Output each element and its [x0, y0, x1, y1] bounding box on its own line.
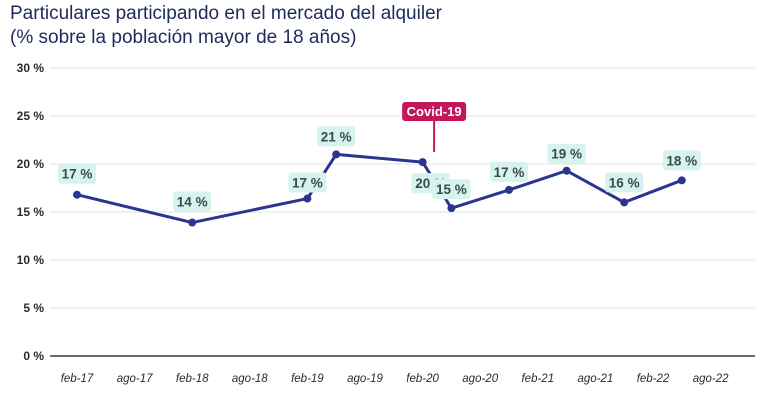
x-tick-label: feb-20	[406, 373, 439, 385]
data-label: 18 %	[666, 153, 697, 168]
y-tick-label: 15 %	[17, 205, 45, 219]
annotation-label: Covid-19	[407, 104, 462, 119]
chart-title-block: Particulares participando en el mercado …	[10, 2, 442, 50]
data-label-bg	[317, 126, 356, 147]
data-point	[562, 166, 571, 175]
x-tick-label: ago-17	[117, 373, 153, 385]
annotation-badge	[402, 102, 467, 121]
x-tick-label: feb-18	[176, 373, 209, 385]
x-tick-label: feb-21	[521, 373, 554, 385]
x-tick-label: feb-19	[291, 373, 324, 385]
data-point	[447, 204, 456, 213]
data-label-bg	[547, 143, 586, 164]
x-tick-label: ago-18	[232, 373, 268, 385]
x-tick-label: ago-20	[462, 373, 498, 385]
data-label-bg	[288, 172, 327, 193]
y-tick-label: 30 %	[17, 61, 45, 75]
data-label-bg	[490, 161, 528, 182]
data-label: 17 %	[494, 165, 525, 180]
data-label: 21 %	[321, 129, 352, 144]
data-label-bg	[173, 191, 212, 212]
y-tick-label: 5 %	[23, 301, 44, 315]
chart-title: Particulares participando en el mercado …	[10, 3, 442, 24]
x-tick-label: feb-22	[637, 373, 670, 385]
y-tick-label: 25 %	[17, 109, 45, 123]
data-label: 14 %	[177, 195, 208, 210]
y-tick-label: 10 %	[17, 253, 45, 267]
y-tick-label: 20 %	[17, 157, 45, 171]
data-point	[620, 198, 629, 207]
chart-subtitle: (% sobre la población mayor de 18 años)	[10, 27, 357, 48]
data-point	[332, 150, 341, 159]
data-label: 17 %	[62, 167, 93, 182]
data-label: 17 %	[292, 176, 323, 191]
data-point	[303, 194, 312, 203]
data-label: 15 %	[436, 182, 467, 197]
x-tick-label: feb-17	[61, 373, 94, 385]
x-tick-label: ago-22	[693, 373, 729, 385]
data-label: 19 %	[551, 147, 582, 162]
x-tick-label: ago-19	[347, 373, 383, 385]
data-point	[677, 176, 686, 185]
data-label-bg	[432, 179, 471, 200]
data-point	[418, 158, 427, 167]
data-point	[188, 218, 197, 227]
data-point	[73, 190, 81, 199]
data-label-bg	[58, 163, 96, 184]
data-label: 16 %	[609, 175, 640, 190]
x-tick-label: ago-21	[577, 373, 613, 385]
y-tick-label: 0 %	[23, 349, 44, 363]
data-label-bg	[605, 172, 644, 193]
data-label-bg	[662, 150, 701, 171]
data-point	[505, 185, 513, 194]
